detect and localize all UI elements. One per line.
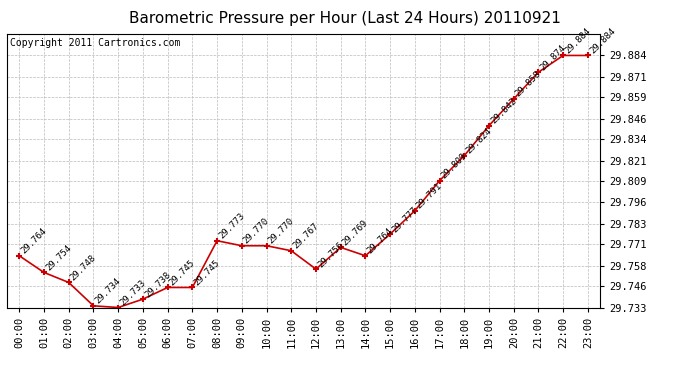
Text: 29.884: 29.884 — [588, 26, 617, 56]
Text: 29.791: 29.791 — [415, 182, 444, 211]
Text: 29.764: 29.764 — [366, 226, 395, 256]
Text: 29.733: 29.733 — [118, 278, 148, 308]
Text: 29.884: 29.884 — [563, 26, 593, 56]
Text: 29.767: 29.767 — [291, 222, 320, 251]
Text: 29.824: 29.824 — [464, 126, 493, 156]
Text: 29.754: 29.754 — [44, 243, 73, 273]
Text: 29.756: 29.756 — [316, 240, 345, 269]
Text: 29.745: 29.745 — [168, 258, 197, 288]
Text: 29.874: 29.874 — [538, 43, 568, 72]
Text: Barometric Pressure per Hour (Last 24 Hours) 20110921: Barometric Pressure per Hour (Last 24 Ho… — [129, 11, 561, 26]
Text: 29.769: 29.769 — [341, 218, 370, 248]
Text: 29.734: 29.734 — [93, 277, 123, 306]
Text: 29.738: 29.738 — [143, 270, 172, 299]
Text: 29.748: 29.748 — [69, 253, 98, 282]
Text: 29.777: 29.777 — [390, 205, 420, 234]
Text: 29.842: 29.842 — [489, 96, 518, 126]
Text: 29.858: 29.858 — [514, 70, 543, 99]
Text: 29.809: 29.809 — [440, 152, 469, 181]
Text: 29.770: 29.770 — [241, 217, 271, 246]
Text: 29.764: 29.764 — [19, 226, 48, 256]
Text: 29.770: 29.770 — [266, 217, 296, 246]
Text: 29.745: 29.745 — [193, 258, 221, 288]
Text: 29.773: 29.773 — [217, 211, 246, 241]
Text: Copyright 2011 Cartronics.com: Copyright 2011 Cartronics.com — [10, 38, 180, 48]
